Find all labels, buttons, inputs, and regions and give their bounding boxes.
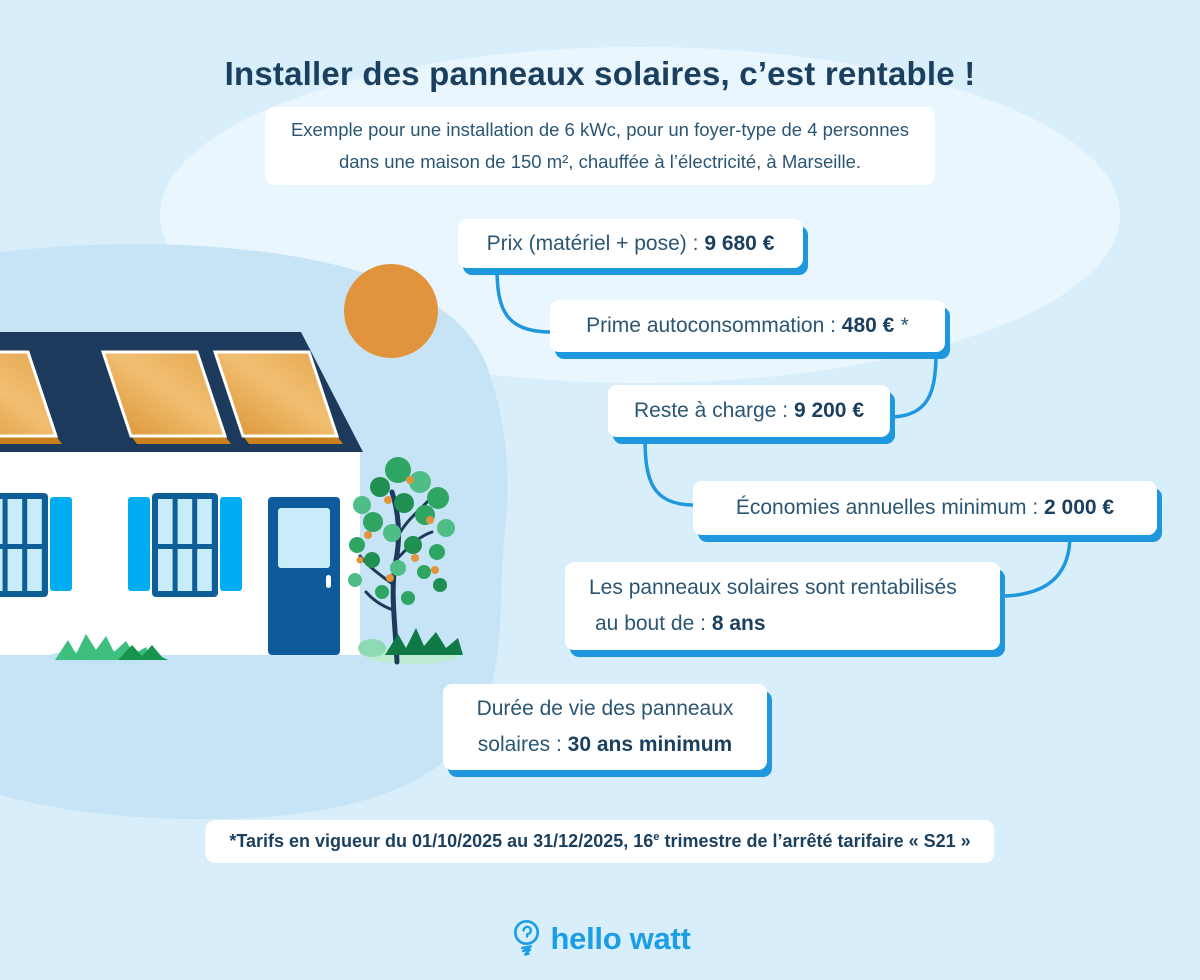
economies-value: 2 000 € (1044, 496, 1115, 519)
footnote-part2: trimestre de l’arrêté tarifaire « S21 » (659, 831, 971, 851)
connector-price-prime (495, 266, 551, 334)
rentabilite-line1: Les panneaux solaires sont rentabilisés (589, 576, 957, 599)
footnote-superscript: e (653, 831, 660, 843)
door (268, 497, 340, 655)
shutter (128, 497, 150, 591)
duree-line1: Durée de vie des panneaux (476, 697, 734, 720)
house (0, 332, 363, 655)
footnote-part1: *Tarifs en vigueur du 01/10/2025 au 31/1… (229, 831, 654, 851)
price-value: 9 680 € (704, 231, 775, 255)
door-handle (326, 575, 331, 588)
price-label: Prix (matériel + pose) : (486, 231, 699, 255)
house-wall (0, 452, 360, 655)
window-frame (0, 493, 48, 597)
shutter (50, 497, 72, 591)
tree-trunk (389, 489, 402, 665)
connector-prime-reste (891, 350, 938, 419)
info-box-price: Prix (matériel + pose) :9 680 € (458, 219, 803, 268)
window-frame (152, 493, 218, 597)
duree-line2: solaires :30 ans minimum (477, 733, 733, 756)
solar-panel (212, 350, 340, 438)
bush (358, 639, 386, 657)
duree-value: 30 ans minimum (567, 733, 733, 756)
subtitle-line1: Exemple pour une installation de 6 kWc, … (290, 119, 910, 140)
hello-watt-logo: hello watt (510, 916, 691, 962)
shutter (220, 497, 242, 591)
footnote-card: *Tarifs en vigueur du 01/10/2025 au 31/1… (205, 820, 995, 863)
economies-label: Économies annuelles minimum : (735, 496, 1039, 519)
info-box-rentabilite: Les panneaux solaires sont rentabilisés … (565, 562, 1000, 650)
info-box-reste: Reste à charge :9 200 € (608, 385, 890, 437)
page-title: Installer des panneaux solaires, c’est r… (224, 55, 976, 93)
info-box-economies: Économies annuelles minimum :2 000 € (693, 481, 1157, 535)
solar-panel (100, 350, 228, 438)
prime-asterisk: * (900, 314, 909, 337)
info-box-prime: Prime autoconsommation :480 € * (550, 300, 945, 352)
roof (0, 332, 363, 452)
prime-label: Prime autoconsommation : (586, 314, 836, 337)
info-box-duree: Durée de vie des panneaux solaires :30 a… (443, 684, 767, 770)
reste-label: Reste à charge : (633, 399, 789, 422)
subtitle-card: Exemple pour une installation de 6 kWc, … (264, 107, 936, 185)
background-dark-blob (0, 244, 508, 820)
solar-panels (0, 350, 340, 438)
grass (47, 634, 168, 664)
tree-foliage (348, 457, 455, 605)
tree-fruits (356, 476, 439, 582)
tree-ground-shadow (364, 646, 460, 664)
window-right (128, 493, 242, 597)
sun (344, 264, 438, 358)
logo-text: hello watt (550, 921, 691, 956)
solar-panel (0, 350, 59, 438)
solar-panel-shadows (0, 436, 343, 444)
rentabilite-line2: au bout de :8 ans (595, 612, 766, 635)
window-left (0, 493, 72, 597)
tree (348, 457, 463, 665)
prime-value: 480 € (841, 314, 895, 337)
rentabilite-value: 8 ans (711, 612, 766, 635)
door-window (278, 508, 330, 568)
reste-value: 9 200 € (793, 399, 865, 422)
connector-reste-eco (643, 436, 694, 507)
grass-tuft-dark (385, 628, 463, 655)
subtitle-line2: dans une maison de 150 m², chauffée à l’… (338, 151, 862, 172)
connector-eco-renta (1003, 533, 1072, 598)
lightbulb-icon (513, 919, 540, 956)
